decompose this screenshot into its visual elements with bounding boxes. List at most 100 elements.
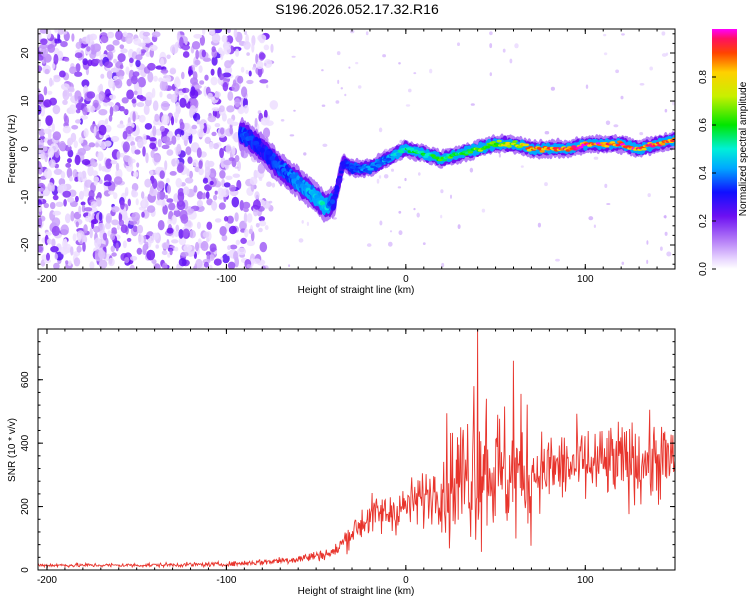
y-tick-label: 200	[20, 498, 31, 515]
spectrogram-noise-blob	[202, 231, 210, 238]
spectrogram-noise-blob	[207, 115, 217, 123]
spectrogram-noise-blob	[77, 148, 87, 156]
spectrogram-noise-blob	[82, 188, 91, 197]
spectrogram-noise-blob	[205, 191, 210, 200]
spectrogram-noise-blob	[220, 157, 226, 169]
spectrogram-noise-blob	[164, 160, 168, 171]
spectrogram-noise-blob	[144, 178, 152, 188]
spectrogram-noise-blob	[152, 125, 157, 137]
spectrogram-noise-blob	[242, 201, 251, 209]
spectrogram-noise-blob	[264, 225, 269, 231]
spectrogram-noise-blob	[70, 210, 75, 222]
spectrogram-noise-blob	[150, 150, 155, 158]
spectrogram-ridge-point	[330, 199, 336, 205]
spectrogram-noise-blob	[153, 263, 161, 269]
spectrogram-noise-blob	[335, 100, 340, 104]
spectrogram-noise-blob	[98, 163, 102, 171]
spectrogram-noise-blob	[93, 226, 101, 233]
spectrogram-noise-blob	[62, 89, 70, 101]
spectrogram-noise-blob	[62, 238, 68, 250]
spectrogram-noise-blob	[71, 125, 79, 130]
spectrogram-noise-blob	[75, 221, 79, 228]
spectrogram-noise-blob	[544, 131, 550, 135]
spectrogram-noise-blob	[166, 54, 171, 60]
spectrogram-noise-blob	[122, 31, 128, 38]
spectrogram-noise-blob	[92, 170, 98, 177]
spectrogram-noise-blob	[398, 210, 402, 214]
spectrogram-noise-blob	[382, 54, 386, 58]
spectrogram-noise-blob	[357, 85, 362, 89]
spectrogram-noise-blob	[85, 215, 91, 222]
spectrogram-noise-blob	[125, 34, 133, 44]
spectrogram-noise-blob	[440, 189, 444, 194]
spectrogram-ridge-point	[523, 143, 530, 147]
spectrogram-noise-blob	[129, 264, 135, 269]
spectrogram-noise-blob	[173, 111, 180, 119]
y-tick-label: -20	[20, 237, 31, 252]
spectrogram-noise-blob	[111, 206, 120, 213]
spectrogram-noise-blob	[105, 222, 111, 230]
spectrogram-noise-blob	[63, 199, 67, 207]
spectrogram-noise-blob	[408, 88, 412, 93]
spectrogram-noise-blob	[119, 44, 125, 49]
spectrogram-noise-blob	[218, 202, 226, 210]
spectrogram-noise-blob	[106, 44, 115, 52]
spectrogram-ridge-point	[398, 150, 405, 154]
spectrogram-noise-blob	[207, 160, 215, 168]
spectrogram-noise-blob	[64, 213, 71, 224]
spectrogram-noise-blob	[72, 233, 77, 242]
spectrogram-noise-blob	[288, 264, 291, 267]
spectrogram-noise-blob	[193, 33, 203, 39]
x-tick-label: -200	[37, 575, 57, 586]
spectrogram-noise-blob	[52, 104, 61, 115]
spectrogram-noise-blob	[322, 143, 328, 147]
spectrogram-noise-blob	[115, 162, 120, 171]
spectrogram-noise-blob	[64, 115, 69, 126]
spectrogram-noise-blob	[152, 232, 160, 240]
spectrogram-noise-blob	[121, 97, 129, 104]
spectrogram-noise-blob	[246, 239, 256, 247]
spectrogram-noise-blob	[661, 31, 666, 36]
x-tick-label: -200	[37, 274, 57, 285]
spectrogram-noise-blob	[234, 212, 239, 222]
spectrogram-noise-blob	[91, 161, 98, 168]
spectrogram-noise-blob	[38, 232, 41, 242]
spectrogram-noise-blob	[67, 158, 72, 164]
spectrogram-noise-blob	[621, 33, 625, 36]
spectrogram-noise-blob	[255, 223, 260, 228]
spectrogram-noise-blob	[210, 76, 218, 86]
spectrogram-noise-blob	[156, 191, 161, 201]
spectrogram-noise-blob	[83, 224, 88, 234]
spectrogram-noise-blob	[214, 218, 222, 223]
spectrogram-noise-blob	[213, 143, 219, 150]
spectrogram-noise-blob	[646, 259, 649, 264]
spectrogram-noise-blob	[95, 142, 99, 148]
spectrogram-noise-blob	[605, 120, 611, 126]
spectrogram-noise-blob	[204, 166, 211, 177]
spectrogram-noise-blob	[234, 97, 241, 108]
spectrogram-noise-blob	[236, 179, 242, 190]
spectrogram-noise-blob	[266, 84, 269, 89]
spectrogram-noise-blob	[258, 227, 263, 233]
spectrogram-noise-blob	[550, 86, 556, 91]
spectrogram-noise-blob	[229, 244, 238, 250]
spectrogram-noise-blob	[65, 260, 69, 265]
spectrogram-noise-blob	[179, 121, 185, 130]
spectrogram-noise-blob	[639, 83, 645, 86]
snr-series-line	[38, 329, 675, 570]
spectrogram-noise-blob	[613, 124, 619, 128]
spectrogram-noise-blob	[142, 146, 146, 157]
spectrogram-noise-blob	[109, 106, 114, 117]
spectrogram-noise-blob	[136, 247, 143, 255]
spectrogram-noise-blob	[227, 91, 234, 101]
spectrogram-noise-blob	[53, 38, 62, 44]
spectrogram-noise-blob	[107, 31, 115, 39]
spectrogram-noise-blob	[43, 202, 49, 209]
spectrogram-noise-blob	[131, 183, 139, 192]
colorbar-label: Normalized spectral amplitude	[738, 81, 749, 216]
spectrogram-noise-blob	[252, 66, 256, 71]
spectrogram-noise-blob	[470, 103, 475, 106]
spectrogram-noise-blob	[245, 69, 249, 75]
spectrogram-noise-blob	[211, 56, 218, 66]
